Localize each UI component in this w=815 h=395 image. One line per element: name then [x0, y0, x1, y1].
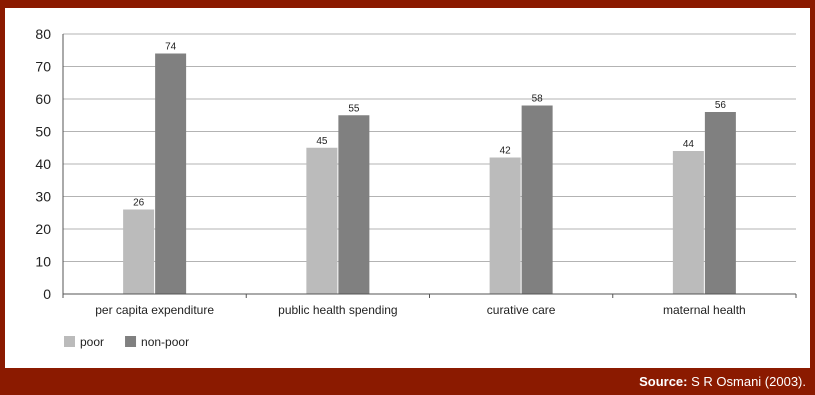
- data-label: 74: [165, 42, 177, 53]
- y-tick-label: 60: [35, 91, 51, 107]
- y-tick-label: 40: [35, 156, 51, 172]
- y-tick-label: 70: [35, 59, 51, 75]
- data-label: 26: [133, 198, 145, 209]
- bar-poor: [123, 209, 155, 294]
- data-label: 42: [500, 146, 512, 157]
- category-label: per capita expenditure: [95, 303, 214, 317]
- source-label: Source:: [639, 374, 688, 389]
- y-tick-label: 10: [35, 254, 51, 270]
- x-axis: per capita expenditure public health spen…: [62, 34, 797, 317]
- bar-poor: [489, 157, 521, 294]
- category-label: public health spending: [278, 303, 397, 317]
- y-axis-ticks: 0 10 20 30 40 50 60 70 80: [35, 26, 51, 302]
- y-tick-label: 20: [35, 221, 51, 237]
- data-label: 56: [715, 100, 727, 111]
- y-tick-label: 0: [43, 286, 51, 302]
- source-text: S R Osmani (2003).: [687, 374, 806, 389]
- legend-swatch-non-poor: [125, 336, 137, 347]
- data-label: 55: [348, 103, 360, 114]
- bars: [123, 53, 736, 294]
- data-label: 45: [316, 136, 328, 147]
- bar-poor: [672, 151, 704, 294]
- source-note: Source: S R Osmani (2003).: [639, 372, 806, 392]
- bar-chart: 0 10 20 30 40 50 60 70 80 26 74 45 55 42 58 44 56 per c…: [35, 26, 797, 349]
- data-label: 58: [532, 94, 544, 105]
- bar-non-poor: [521, 105, 553, 294]
- bar-non-poor: [155, 53, 187, 294]
- legend-swatch-poor: [64, 336, 75, 347]
- data-labels: 26 74 45 55 42 58 44 56: [133, 42, 726, 209]
- y-tick-label: 80: [35, 26, 51, 42]
- legend: poor non-poor: [64, 335, 189, 349]
- category-label: curative care: [487, 303, 556, 317]
- footer-bar: [0, 368, 815, 395]
- y-tick-label: 30: [35, 189, 51, 205]
- category-label: maternal health: [663, 303, 746, 317]
- data-label: 44: [683, 139, 695, 150]
- y-tick-label: 50: [35, 124, 51, 140]
- legend-label-non-poor: non-poor: [141, 335, 189, 349]
- legend-label-poor: poor: [80, 335, 104, 349]
- bar-non-poor: [704, 112, 736, 294]
- bar-poor: [306, 147, 338, 294]
- top-title-bar: [0, 0, 815, 8]
- bar-non-poor: [338, 115, 370, 294]
